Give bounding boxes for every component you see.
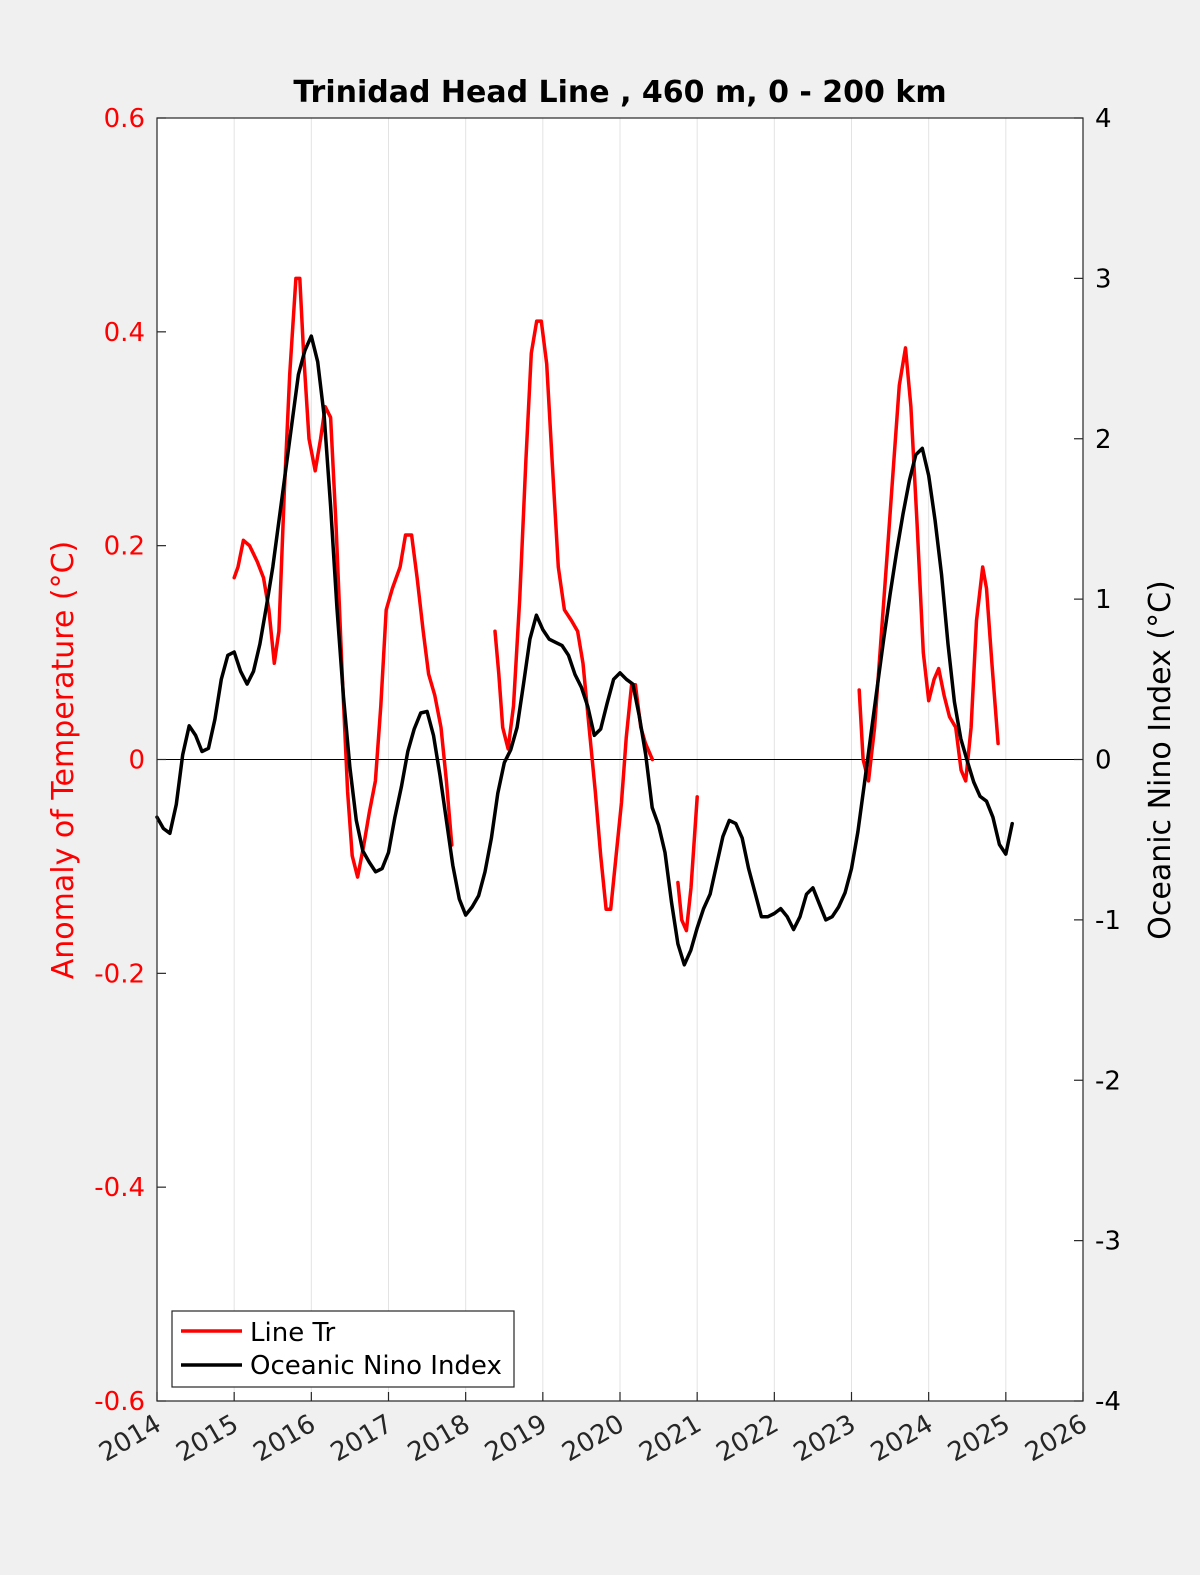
left-axis-label: Anomaly of Temperature (°C) bbox=[46, 541, 81, 980]
right-tick-label: 1 bbox=[1095, 585, 1112, 615]
left-tick-label: -0.4 bbox=[94, 1173, 145, 1203]
series-0-segment-1 bbox=[493, 319, 655, 911]
series-0-segment-0 bbox=[232, 276, 454, 879]
series-0 bbox=[232, 276, 1000, 933]
legend-box bbox=[171, 1310, 515, 1388]
series-0-segment-2 bbox=[676, 795, 699, 933]
series-1 bbox=[155, 334, 1014, 967]
legend: Line Tr Oceanic Nino Index bbox=[171, 1310, 515, 1388]
right-tick-label: -3 bbox=[1095, 1227, 1121, 1257]
right-tick-label: 2 bbox=[1095, 425, 1112, 455]
left-tick-label: 0.6 bbox=[104, 104, 145, 134]
left-tick-label: -0.2 bbox=[94, 959, 145, 989]
chart-title: Trinidad Head Line , 460 m, 0 - 200 km bbox=[293, 75, 946, 110]
left-axis-ticks: -0.6 -0.4 -0.2 0 0.2 0.4 0.6 bbox=[94, 104, 166, 1417]
right-tick-label: 3 bbox=[1095, 264, 1112, 294]
right-tick-label: -4 bbox=[1095, 1387, 1121, 1417]
series-1-segment-0 bbox=[155, 334, 1014, 967]
left-tick-label: 0.2 bbox=[104, 532, 145, 562]
legend-label-line-tr: Line Tr bbox=[250, 1318, 336, 1348]
right-axis-ticks: -4 -3 -2 -1 0 1 2 3 4 bbox=[1074, 104, 1121, 1417]
right-tick-label: -2 bbox=[1095, 1066, 1121, 1096]
left-tick-label: 0.4 bbox=[104, 318, 145, 348]
series-layer bbox=[155, 276, 1014, 967]
right-tick-label: -1 bbox=[1095, 906, 1121, 936]
right-axis-label: Oceanic Nino Index (°C) bbox=[1143, 580, 1178, 940]
series-0-segment-3 bbox=[857, 346, 1000, 783]
right-tick-label: 4 bbox=[1095, 104, 1112, 134]
left-tick-label: -0.6 bbox=[94, 1387, 145, 1417]
left-tick-label: 0 bbox=[128, 746, 145, 776]
legend-label-oni: Oceanic Nino Index bbox=[250, 1351, 502, 1381]
right-tick-label: 0 bbox=[1095, 746, 1112, 776]
